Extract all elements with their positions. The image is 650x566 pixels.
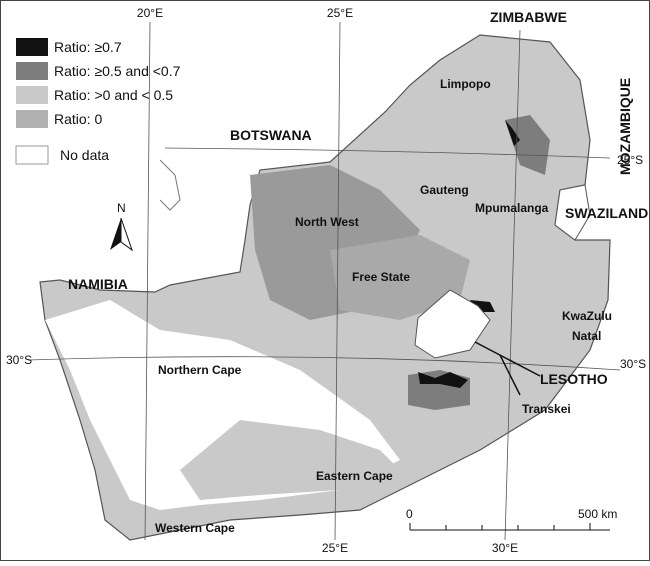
legend-label: No data [60,147,109,163]
legend-swatch [16,86,48,104]
province-label: Mpumalanga [475,201,549,215]
legend: Ratio: ≥0.7 Ratio: ≥0.5 and <0.7 Ratio: >0… [15,38,181,165]
province-label: Transkei [522,402,571,416]
legend-label: Ratio: ≥0.5 and <0.7 [54,63,181,79]
graticule-label: 30°E [492,541,518,555]
medium-area [330,235,470,320]
high-area [505,115,550,175]
legend-swatch [16,110,48,128]
province-label: North West [295,215,359,229]
graticule-label: 20°E [137,6,163,20]
north-label: N [117,201,126,215]
high-area [408,370,470,410]
province-label: Limpopo [440,77,491,91]
graticule [27,21,621,541]
lesotho [414,289,491,359]
top-area [505,120,520,146]
zero-area [180,420,400,500]
swaziland [554,184,591,241]
scale-label: 0 [406,507,413,521]
graticule-label: 25°E [327,6,353,20]
country-label: BOTSWANA [230,127,312,143]
province-label: Natal [572,329,601,343]
province-label: Eastern Cape [316,469,393,483]
leader-line [474,341,541,377]
province-label: Gauteng [420,183,469,197]
legend-swatch [16,62,48,80]
north-arrow [110,218,121,250]
legend-label: Ratio: ≥0.7 [54,39,122,55]
graticule-label: 30°S [620,357,646,371]
top-area [418,372,468,388]
graticule-label: 25°E [322,541,348,555]
legend-swatch [16,38,48,56]
graticule-label: 25°S [617,153,643,167]
country-label: NAMIBIA [68,276,128,292]
country-label: ZIMBABWE [490,9,567,25]
province-label: Western Cape [155,521,235,535]
legend-swatch [15,145,49,165]
legend-label: Ratio: 0 [54,111,102,127]
border [159,159,181,211]
province-label: KwaZulu [562,309,612,323]
province-label: Northern Cape [158,363,242,377]
graticule-label: 30°S [6,353,32,367]
scale-label: 500 km [578,507,617,521]
country-label: MOZAMBIQUE [617,78,633,175]
north-arrow [120,217,133,252]
province-label: Free State [352,270,410,284]
country-label: LESOTHO [540,371,608,387]
scale-bar [409,523,610,531]
country-label: SWAZILAND [565,205,648,221]
leader-line [499,354,521,396]
legend-label: Ratio: >0 and < 0.5 [54,87,173,103]
